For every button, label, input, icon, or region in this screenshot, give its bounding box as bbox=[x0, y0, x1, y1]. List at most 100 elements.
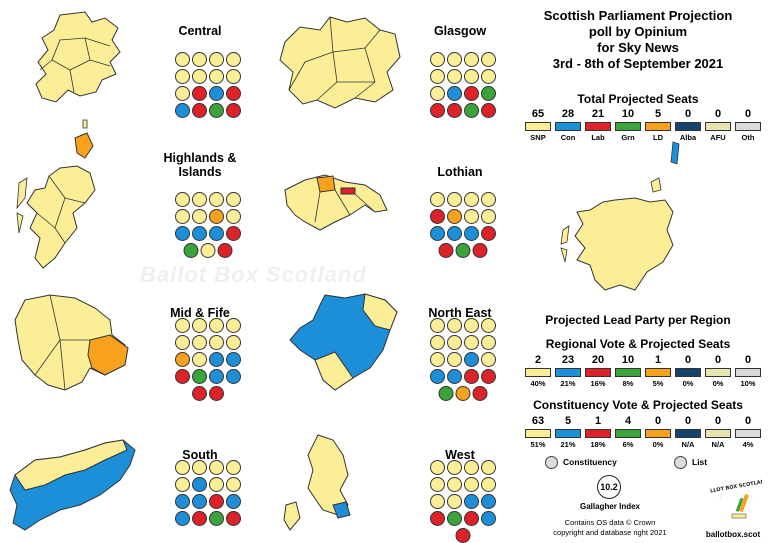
tally-seat-count: 0 bbox=[714, 108, 722, 120]
seat-dot bbox=[209, 192, 224, 207]
gallagher-index-label: Gallagher Index bbox=[579, 502, 641, 511]
tally-party-label: Alba bbox=[679, 133, 697, 142]
seat-dot bbox=[175, 318, 190, 333]
watermark: Ballot Box Scotland bbox=[140, 262, 367, 287]
seat-dot bbox=[464, 226, 479, 241]
tally-column-grn: 10 Grn bbox=[613, 108, 643, 142]
tally-vote-share: 21% bbox=[560, 440, 576, 449]
tally-column-oth: 0 10% bbox=[733, 354, 763, 388]
tally-seat-count: 0 bbox=[654, 415, 662, 427]
seat-dot bbox=[200, 243, 216, 258]
seat-dot bbox=[192, 335, 207, 350]
seat-dot bbox=[481, 460, 496, 475]
tally-column-alba: 0 N/A bbox=[673, 415, 703, 449]
tally-column-afu: 0 AFU bbox=[703, 108, 733, 142]
region-seat-grid bbox=[430, 318, 496, 401]
tally-column-ld: 5 LD bbox=[643, 108, 673, 142]
tally-seat-count: 10 bbox=[621, 354, 635, 366]
seat-dot bbox=[464, 192, 479, 207]
region-title-line: West bbox=[445, 448, 475, 462]
tally-seat-count: 2 bbox=[534, 354, 542, 366]
map-scotland bbox=[560, 141, 680, 291]
seat-dot bbox=[464, 52, 479, 67]
seat-dot bbox=[464, 86, 479, 101]
title-line-2: poll by Opinium bbox=[588, 24, 688, 39]
tally-swatch bbox=[705, 429, 731, 438]
seat-dot bbox=[192, 86, 207, 101]
region-seat-grid bbox=[175, 460, 241, 526]
seat-dot bbox=[430, 335, 445, 350]
regional-title: Regional Vote & Projected Seats bbox=[545, 337, 731, 351]
svg-text:BALLOT BOX SCOTLAND: BALLOT BOX SCOTLAND bbox=[710, 478, 762, 496]
tally-vote-share: 18% bbox=[590, 440, 606, 449]
seat-dot bbox=[447, 369, 462, 384]
seat-dot bbox=[481, 511, 496, 526]
tally-column-alba: 0 Alba bbox=[673, 108, 703, 142]
seat-dot bbox=[226, 226, 241, 241]
region-title-line: Glasgow bbox=[433, 24, 487, 38]
tally-seat-count: 0 bbox=[684, 108, 692, 120]
seat-dot bbox=[481, 226, 496, 241]
seat-dot bbox=[464, 352, 479, 367]
credits-line-1: Contains OS data © Crown bbox=[564, 518, 656, 527]
seat-dot bbox=[430, 226, 445, 241]
tally-column-con: 28 Con bbox=[553, 108, 583, 142]
tally-vote-share: N/A bbox=[711, 440, 725, 449]
tally-column-lab: 21 Lab bbox=[583, 108, 613, 142]
seat-dot bbox=[430, 209, 445, 224]
region-title-2: Highlands & Islands bbox=[145, 151, 255, 179]
list-legend-dot bbox=[674, 456, 687, 469]
tally-vote-share: 10% bbox=[740, 379, 756, 388]
tally-column-afu: 0 0% bbox=[703, 354, 733, 388]
seat-dot bbox=[481, 335, 496, 350]
map-mid-fife bbox=[14, 294, 129, 391]
region-seat-grid bbox=[430, 52, 496, 118]
seat-dot bbox=[192, 460, 207, 475]
region-title-line: North East bbox=[428, 306, 492, 320]
seat-dot bbox=[430, 52, 445, 67]
region-title-line: Mid & Fife bbox=[170, 306, 230, 320]
tally-swatch bbox=[615, 429, 641, 438]
seat-dot bbox=[447, 318, 462, 333]
seat-dot bbox=[226, 335, 241, 350]
seat-dot bbox=[464, 511, 479, 526]
tally-column-alba: 0 0% bbox=[673, 354, 703, 388]
tally-column-oth: 0 4% bbox=[733, 415, 763, 449]
tally-column-oth: 0 Oth bbox=[733, 108, 763, 142]
seat-dot bbox=[175, 460, 190, 475]
seat-dot bbox=[226, 477, 241, 492]
seat-dot bbox=[430, 477, 445, 492]
seat-dot bbox=[175, 103, 190, 118]
region-title-1: Glasgow bbox=[405, 24, 515, 38]
region-title-line: Highlands & bbox=[163, 151, 237, 165]
seat-dot bbox=[447, 209, 462, 224]
tally-seat-count: 0 bbox=[744, 354, 752, 366]
seat-dot bbox=[447, 69, 462, 84]
tally-swatch bbox=[735, 122, 761, 131]
seat-dot bbox=[430, 511, 445, 526]
tally-column-grn: 4 6% bbox=[613, 415, 643, 449]
total-seats-tally: 65 SNP 28 Con 21 Lab 10 Grn 5 LD 0 Alba 0 AFU 0 Oth bbox=[523, 108, 763, 142]
region-seat-grid bbox=[175, 318, 241, 401]
seat-dot bbox=[430, 69, 445, 84]
constituency-title: Constituency Vote & Projected Seats bbox=[533, 398, 743, 412]
title-line-4: 3rd - 8th of September 2021 bbox=[552, 56, 724, 71]
seat-dot bbox=[226, 209, 241, 224]
tally-seat-count: 5 bbox=[564, 415, 572, 427]
seat-dot bbox=[472, 386, 488, 401]
seat-dot bbox=[175, 209, 190, 224]
seat-dot bbox=[209, 386, 224, 401]
tally-column-con: 23 21% bbox=[553, 354, 583, 388]
tally-seat-count: 0 bbox=[684, 415, 692, 427]
seat-dot bbox=[175, 477, 190, 492]
seat-dot bbox=[464, 318, 479, 333]
tally-swatch bbox=[675, 368, 701, 377]
tally-seat-count: 0 bbox=[744, 415, 752, 427]
ballot-box-scotland-logo: BALLOT BOX SCOTLAND bbox=[710, 478, 762, 519]
page-title: Scottish Parliament Projection poll by O… bbox=[520, 8, 756, 72]
tally-swatch bbox=[585, 122, 611, 131]
tally-seat-count: 0 bbox=[714, 415, 722, 427]
tally-vote-share: 21% bbox=[560, 379, 576, 388]
tally-seat-count: 5 bbox=[654, 108, 662, 120]
tally-vote-share: 51% bbox=[530, 440, 546, 449]
